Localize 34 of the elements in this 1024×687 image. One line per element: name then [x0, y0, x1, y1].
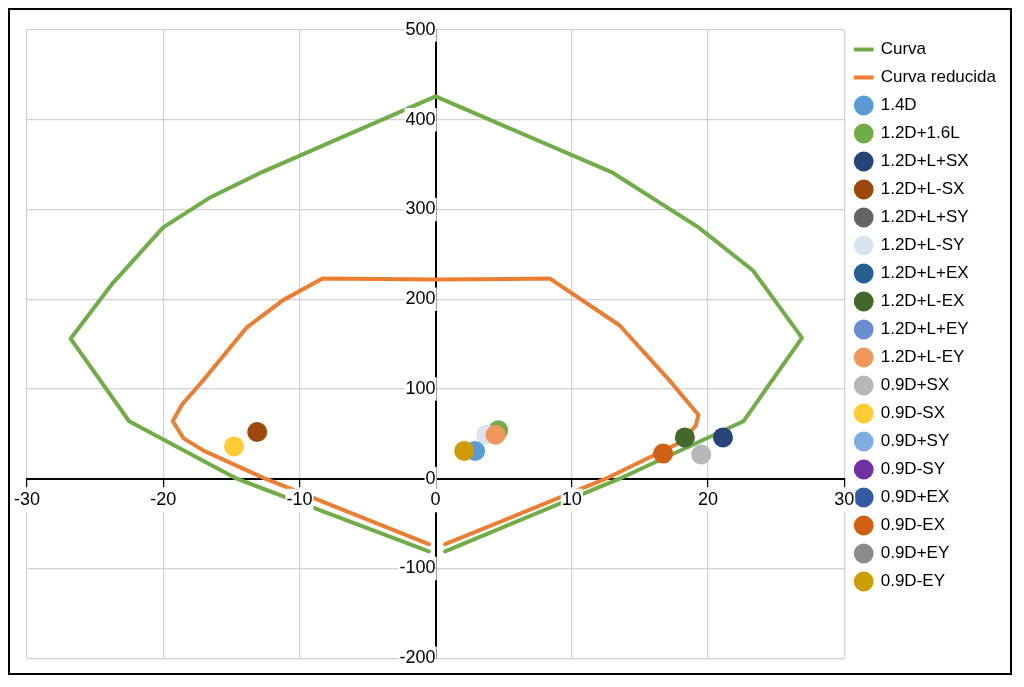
legend-label: 0.9D-SY [880, 459, 945, 479]
y-tick-label: 400 [405, 108, 436, 129]
legend-label: 0.9D-SX [880, 403, 945, 423]
x-tick-label: -20 [150, 489, 177, 510]
y-tick-label: 200 [405, 288, 436, 309]
legend-label: 1.2D+L+EY [880, 319, 969, 339]
legend-label: 1.2D+L-EX [880, 291, 965, 311]
x-tick-label: 10 [561, 489, 582, 510]
y-tick-label: 300 [405, 198, 436, 219]
legend-label: 0.9D+EY [880, 543, 950, 563]
legend-label: 0.9D+EX [880, 487, 950, 507]
x-tick-label: 20 [698, 489, 719, 510]
legend-label: 1.2D+L-SX [880, 179, 965, 199]
legend-label: 1.2D+L+SY [880, 207, 969, 227]
legend-label: Curva [880, 39, 927, 59]
x-tick-label: 30 [834, 489, 855, 510]
legend-label: 1.2D+L+EX [880, 263, 969, 283]
legend-label: 1.2D+1.6L [880, 123, 960, 143]
y-tick-label: 100 [405, 377, 436, 398]
legend-label: 0.9D-EY [880, 571, 945, 591]
legend-label: 1.4D [880, 95, 917, 115]
legend-label: 0.9D-EX [880, 515, 945, 535]
legend-label: 0.9D+SY [880, 431, 950, 451]
x-tick-label: -10 [286, 489, 313, 510]
y-tick-label: -200 [399, 647, 436, 668]
y-tick-label: 0 [425, 467, 436, 488]
x-tick-label: -30 [14, 489, 41, 510]
legend-label: 1.2D+L-EY [880, 347, 965, 367]
y-tick-label: -100 [399, 557, 436, 578]
legend-label: Curva reducida [880, 67, 997, 87]
legend-label: 0.9D+SX [880, 375, 950, 395]
y-tick-label: 500 [405, 18, 436, 39]
legend-label: 1.2D+L+SX [880, 151, 969, 171]
legend-label: 1.2D+L-SY [880, 235, 965, 255]
